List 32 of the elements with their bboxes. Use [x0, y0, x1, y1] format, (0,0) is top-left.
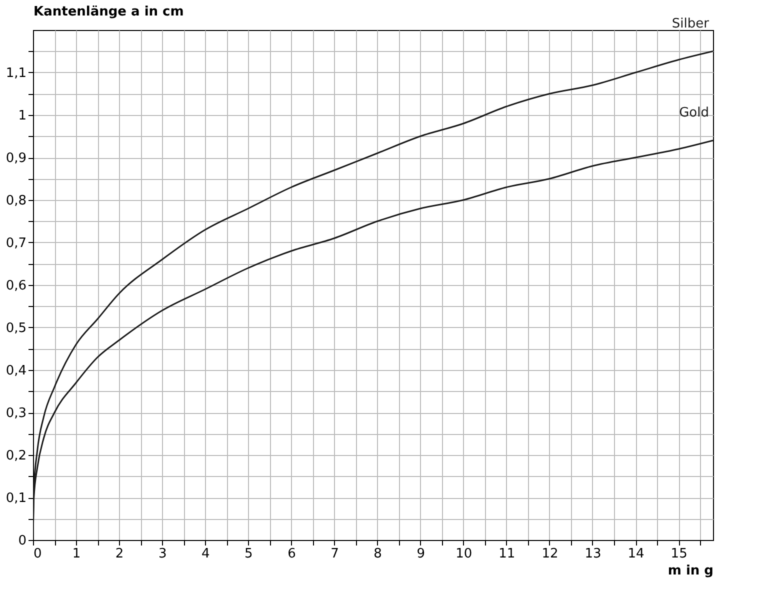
x-tick-label: 15 [670, 546, 688, 562]
x-tick-label: 7 [330, 546, 339, 562]
x-tick-label: 13 [584, 546, 602, 562]
x-tick-label: 0 [34, 546, 42, 562]
x-tick-label: 11 [498, 546, 516, 562]
y-tick-label: 0,1 [6, 491, 26, 506]
x-axis-title: m in g [668, 564, 714, 578]
x-tick-label: 1 [72, 546, 81, 562]
y-axis-title: Kantenlänge a in cm [34, 4, 184, 20]
y-tick-label: 0,5 [6, 321, 26, 336]
y-tick-label: 0,3 [6, 406, 26, 421]
y-tick-label: 0,8 [6, 194, 26, 208]
y-tick-label: 1,1 [6, 66, 26, 81]
series-label: Gold [679, 106, 709, 120]
x-tick-label: 14 [628, 546, 644, 562]
y-tick-label: 0,4 [6, 364, 26, 378]
y-tick-label: 0,9 [6, 151, 26, 166]
y-tick-label: 0,2 [6, 448, 26, 464]
x-tick-label: 10 [456, 546, 472, 562]
y-tick-label: 1 [18, 108, 26, 124]
x-tick-label: 6 [288, 546, 296, 562]
series-label: Silber [672, 16, 710, 32]
x-tick-label: 5 [244, 546, 253, 562]
x-tick-label: 12 [542, 546, 558, 562]
y-tick-label: 0,6 [6, 278, 26, 294]
x-tick-label: 3 [158, 546, 167, 562]
y-tick-label: 0 [18, 534, 26, 548]
y-tick-label: 0,7 [6, 236, 26, 251]
x-tick-label: 8 [374, 546, 382, 562]
x-tick-label: 4 [202, 546, 210, 562]
x-tick-label: 2 [115, 546, 124, 562]
x-tick-label: 9 [416, 546, 425, 562]
